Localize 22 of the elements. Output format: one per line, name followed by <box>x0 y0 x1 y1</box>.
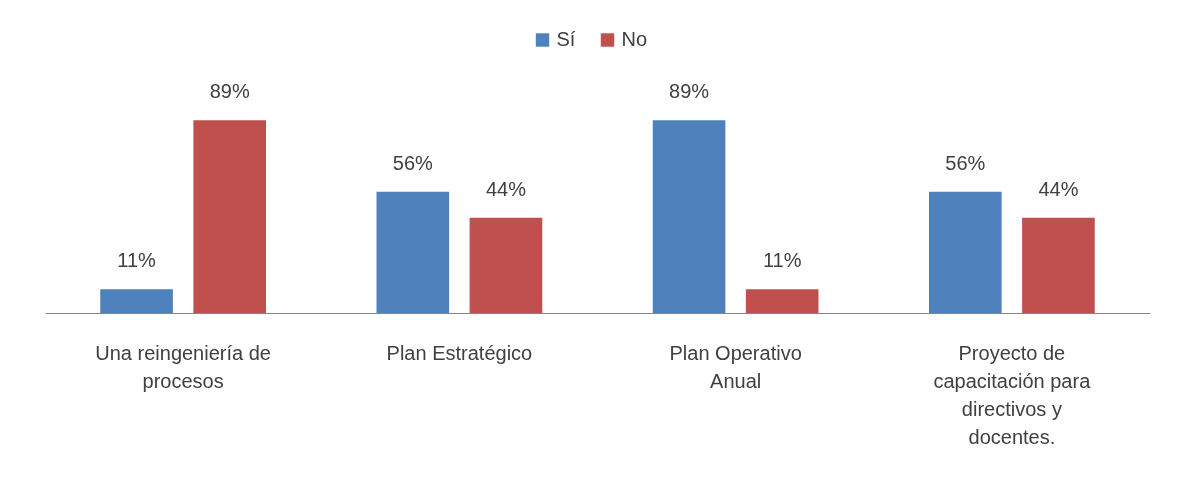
data-label: 89% <box>669 80 710 103</box>
bar <box>929 191 1002 313</box>
x-tick-label: Plan Operativo Anual <box>669 341 802 392</box>
x-tick-label: Proyecto de capacitación para directivos y docentes. <box>933 341 1092 448</box>
bar <box>469 217 543 313</box>
bar <box>1022 217 1095 313</box>
bar <box>652 120 726 313</box>
data-label: 89% <box>209 80 250 103</box>
bar <box>100 289 173 313</box>
data-label: 56% <box>392 151 434 174</box>
legend-label: Sí <box>556 28 576 50</box>
bar <box>745 289 819 313</box>
data-label: 11% <box>762 249 802 272</box>
bar <box>376 191 450 313</box>
data-label: 11% <box>117 249 157 272</box>
bar <box>193 120 266 313</box>
legend-label: No <box>621 28 648 50</box>
data-label: 44% <box>1038 177 1079 200</box>
data-label: 56% <box>945 151 986 174</box>
x-tick-label: Plan Estratégico <box>386 341 533 364</box>
data-label: 44% <box>485 177 527 200</box>
x-tick-label: Una reingeniería de procesos <box>95 341 271 392</box>
